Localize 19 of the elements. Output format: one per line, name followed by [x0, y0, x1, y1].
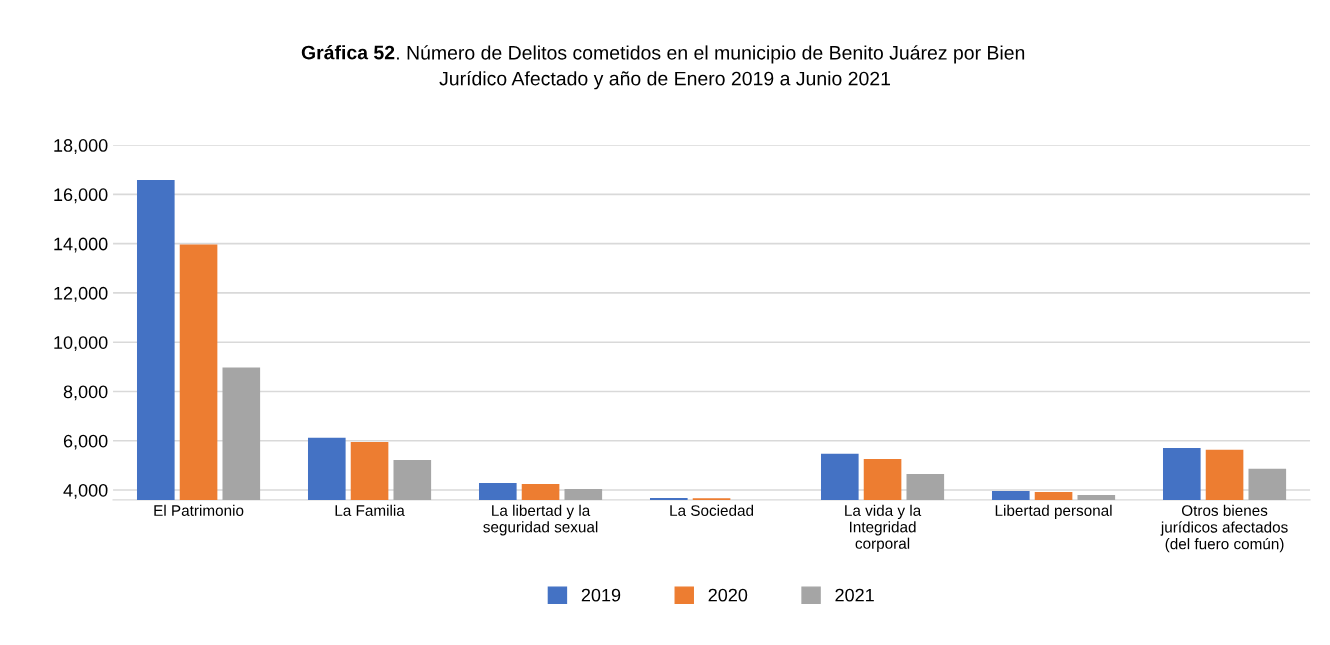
legend-label: 2021	[835, 588, 874, 602]
legend-label: 2019	[581, 588, 621, 602]
x-tick-label: Libertad personal	[995, 504, 1112, 519]
x-tick-label: La vida y la Integridad corporal	[845, 504, 922, 552]
y-tick-label: 14,000	[54, 237, 108, 253]
y-tick-label: 18,000	[54, 139, 108, 154]
x-tick-label: La Familia	[335, 504, 405, 516]
y-tick-label: 10,000	[54, 336, 108, 352]
y-tick-label: 8,000	[63, 385, 108, 401]
x-tick-label: El Patrimonio	[154, 504, 244, 516]
x-tick-label: La Sociedad	[670, 504, 754, 516]
x-tick-label: La libertad y la seguridad sexual	[483, 504, 598, 536]
y-tick-label: 12,000	[54, 286, 108, 302]
chart-title: Gráfica 52. Número de Delitos cometidos en el municipio de Benito Juárez por Bien Jurídico Afectado y año de Enero 2019 a Junio 2021	[301, 44, 1025, 90]
y-tick-label: 4,000	[63, 483, 108, 499]
y-tick-label: 6,000	[63, 434, 108, 450]
x-tick-label: Otros bienes jurídicos afectados (del fuero común)	[1160, 504, 1288, 553]
y-tick-label: 16,000	[54, 188, 108, 204]
legend-label: 2020	[708, 588, 748, 602]
